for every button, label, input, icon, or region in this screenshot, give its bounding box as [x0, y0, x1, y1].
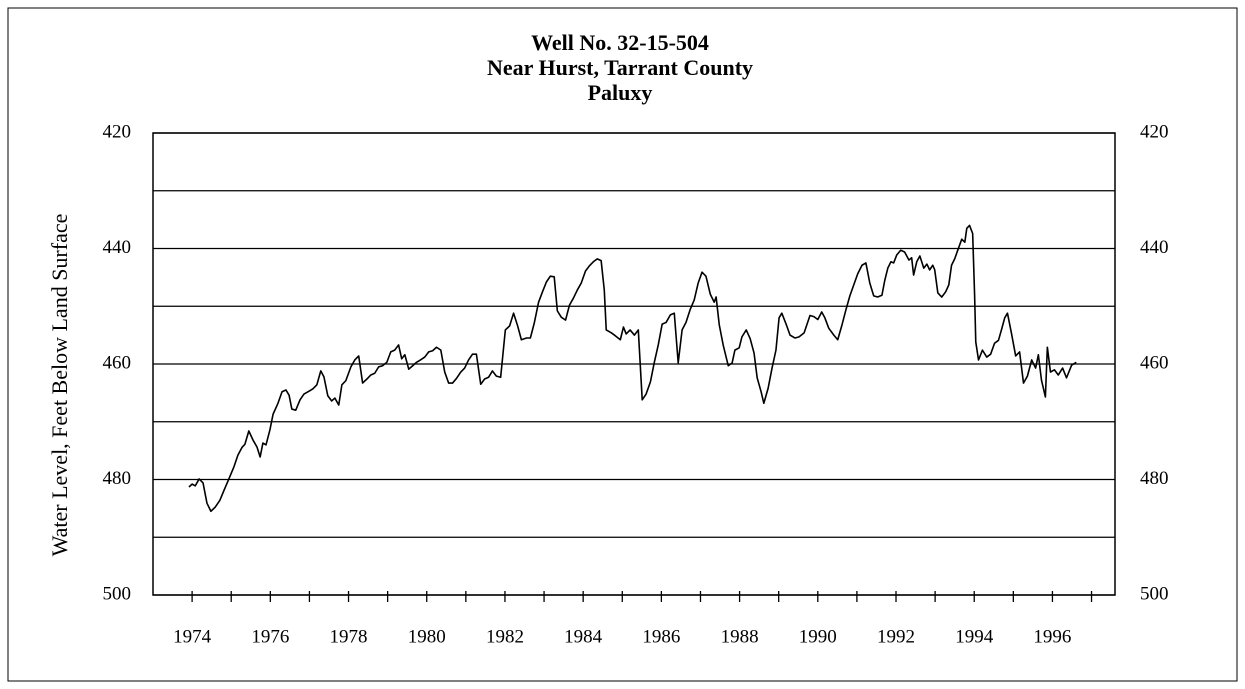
chart-title: Well No. 32-15-504 [531, 30, 709, 55]
x-tick-label: 1980 [408, 626, 446, 647]
x-tick-label: 1978 [330, 626, 368, 647]
x-tick-label: 1982 [486, 626, 524, 647]
plot-frame [152, 132, 1116, 596]
x-tick-label: 1974 [173, 626, 212, 647]
x-tick-label: 1986 [642, 626, 680, 647]
y2-tick-label: 500 [1140, 583, 1169, 604]
y-tick-label: 440 [103, 237, 132, 258]
y2-tick-label: 420 [1140, 121, 1169, 142]
y2-tick-label: 480 [1140, 468, 1169, 489]
chart-title: Paluxy [588, 80, 653, 105]
y-axis-title: Water Level, Feet Below Land Surface [47, 214, 72, 557]
x-tick-label: 1984 [564, 626, 603, 647]
x-tick-label: 1988 [721, 626, 759, 647]
data-line [188, 224, 1077, 513]
y-tick-label: 500 [103, 583, 132, 604]
y-tick-label: 420 [103, 121, 132, 142]
y-tick-label: 460 [103, 352, 132, 373]
x-tick-label: 1990 [799, 626, 837, 647]
y2-tick-label: 460 [1140, 352, 1169, 373]
x-tick-label: 1994 [955, 626, 994, 647]
y-tick-label: 480 [103, 468, 132, 489]
y2-tick-label: 440 [1140, 237, 1169, 258]
x-tick-label: 1976 [251, 626, 289, 647]
chart-title: Near Hurst, Tarrant County [487, 55, 753, 80]
x-tick-label: 1992 [877, 626, 915, 647]
chart-border [7, 7, 1238, 682]
x-tick-label: 1996 [1033, 626, 1071, 647]
